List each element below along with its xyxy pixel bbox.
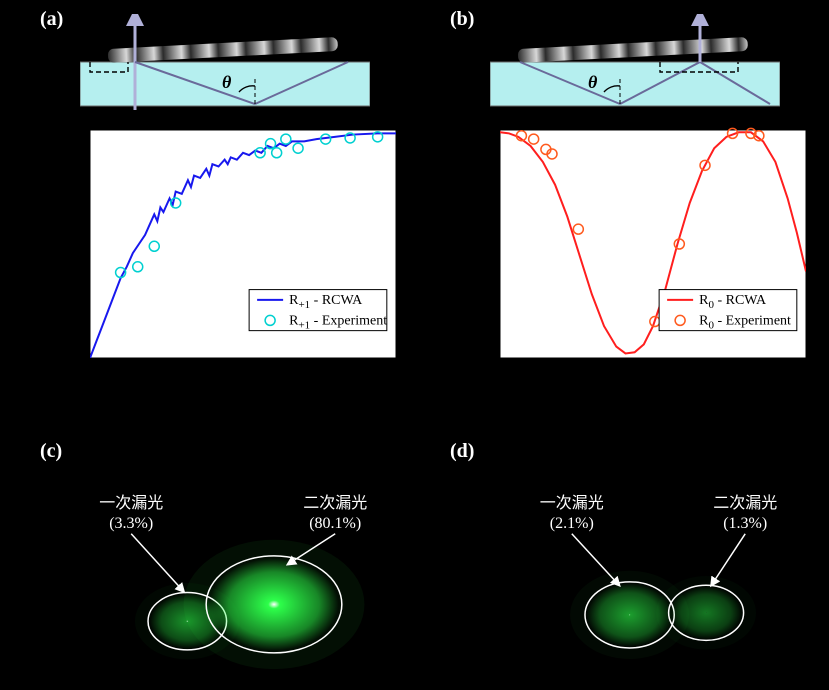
svg-text:0: 0 (87, 365, 94, 380)
panel-label-c: (c) (40, 440, 62, 463)
svg-text:0: 0 (497, 365, 504, 380)
schematic-right: θ (490, 14, 780, 112)
schematic-left: θ (80, 14, 370, 112)
svg-text:5000: 5000 (792, 365, 818, 380)
svg-text:0.6: 0.6 (475, 215, 493, 230)
svg-text:光栅长度 (um): 光栅长度 (um) (603, 380, 702, 398)
angle-label-left: θ (222, 72, 232, 92)
svg-text:(2.1%): (2.1%) (550, 515, 594, 532)
svg-text:(80.1%): (80.1%) (309, 515, 361, 532)
svg-text:二次漏光: 二次漏光 (713, 494, 777, 512)
leakage-photo-d: 一次漏光 (2.1%) 二次漏光 (1.3%) (480, 470, 820, 680)
svg-text:0.2: 0.2 (475, 306, 493, 321)
panel-label-b: (b) (450, 8, 474, 31)
svg-text:0.8: 0.8 (65, 170, 83, 185)
chart-r0: 0 1000 2000 3000 4000 5000 0 0.2 0.4 0.6 0.8 1 光栅长度 … (458, 120, 818, 400)
svg-text:4000: 4000 (731, 365, 759, 380)
svg-text:0.2: 0.2 (65, 306, 83, 321)
leakage-photo-c: 一次漏光 (3.3%) 二次漏光 (80.1%) (70, 470, 410, 680)
svg-text:一次漏光: 一次漏光 (540, 494, 604, 512)
panel-label-a: (a) (40, 8, 63, 31)
svg-text:0: 0 (75, 352, 82, 367)
svg-text:3000: 3000 (670, 365, 698, 380)
angle-label-right: θ (588, 72, 598, 92)
svg-text:5000: 5000 (382, 365, 408, 380)
svg-text:1000: 1000 (137, 365, 165, 380)
svg-text:一次漏光: 一次漏光 (99, 494, 163, 512)
svg-text:3000: 3000 (260, 365, 288, 380)
svg-text:2000: 2000 (608, 365, 636, 380)
chart-r-plus1: 0 1000 2000 3000 4000 5000 0 0.2 0.4 0.6 0.8 1 光栅长度 … (48, 120, 408, 400)
svg-text:(3.3%): (3.3%) (109, 515, 153, 532)
svg-text:2000: 2000 (198, 365, 226, 380)
svg-text:(1.3%): (1.3%) (723, 515, 767, 532)
svg-text:0.4: 0.4 (65, 261, 83, 276)
svg-text:光栅长度 (um): 光栅长度 (um) (193, 380, 292, 398)
svg-text:4000: 4000 (321, 365, 349, 380)
svg-text:0: 0 (485, 352, 492, 367)
svg-text:0.8: 0.8 (475, 170, 493, 185)
svg-text:1000: 1000 (547, 365, 575, 380)
svg-text:1: 1 (485, 124, 492, 139)
svg-text:1: 1 (75, 124, 82, 139)
svg-text:0.4: 0.4 (475, 261, 493, 276)
svg-text:二次漏光: 二次漏光 (303, 494, 367, 512)
panel-label-d: (d) (450, 440, 474, 463)
svg-text:0.6: 0.6 (65, 215, 83, 230)
